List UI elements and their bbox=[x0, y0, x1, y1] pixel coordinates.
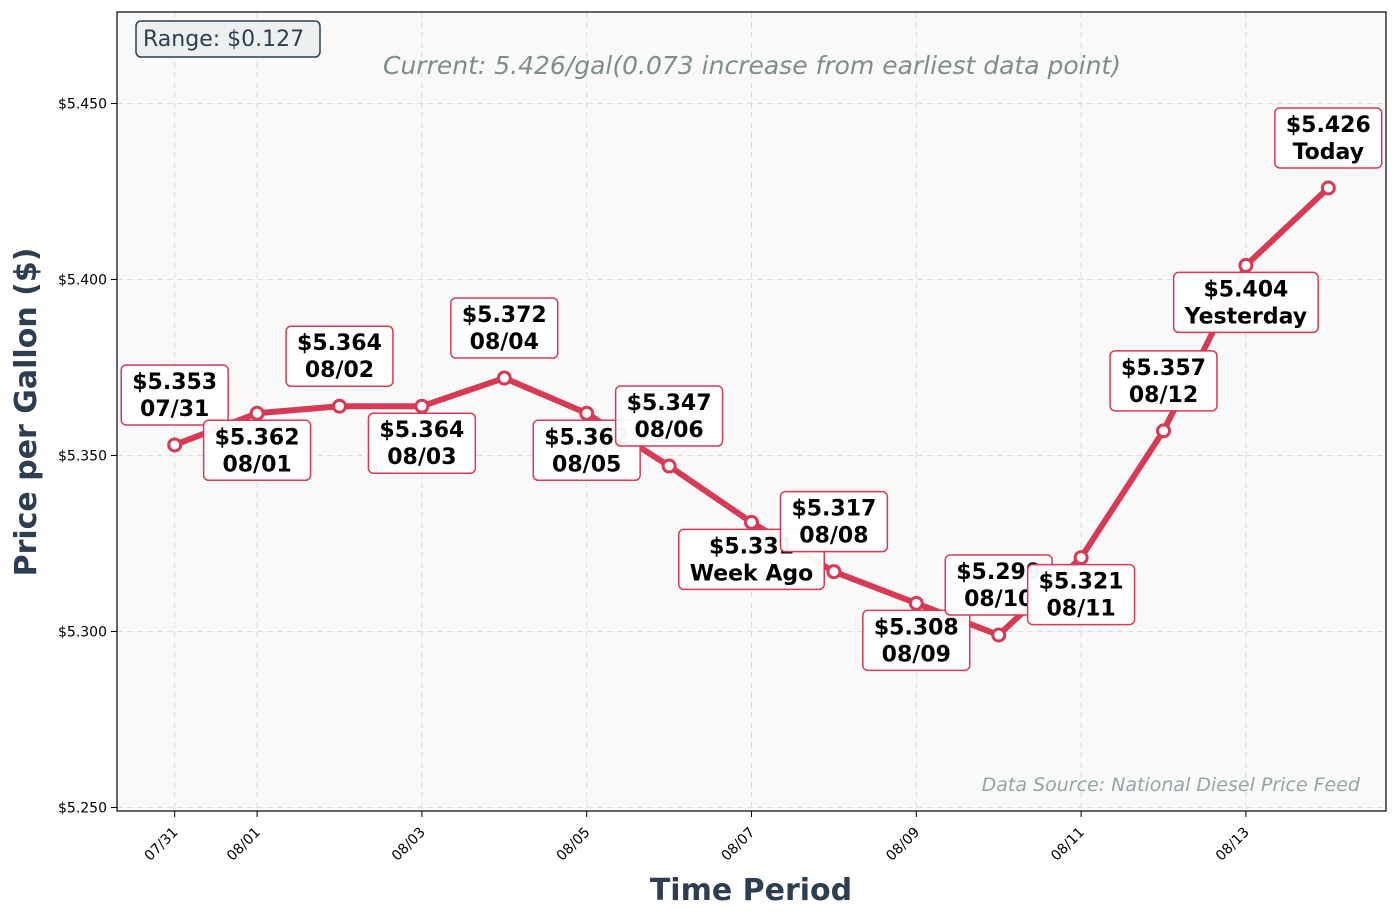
x-tick-label: 08/01 bbox=[224, 825, 264, 865]
annotation-box bbox=[532, 419, 641, 482]
annotation-price: $5.362 bbox=[215, 425, 300, 450]
annotation-label: 08/10 bbox=[964, 587, 1033, 612]
annotation-label: Yesterday bbox=[1184, 304, 1307, 329]
data-point bbox=[908, 595, 924, 611]
annotation-price: $5.364 bbox=[297, 331, 382, 356]
annotation-price: $5.308 bbox=[874, 615, 959, 640]
data-point bbox=[414, 398, 430, 414]
annotation-box bbox=[202, 419, 312, 482]
annotation-price: $5.317 bbox=[791, 497, 876, 522]
x-axis-ticks: 07/31 08/01 08/03 08/05 08/07 08/09 08/11 08/13 bbox=[142, 811, 1253, 864]
y-axis-ticks: $5.250 $5.300 $5.350 $5.400 $5.450 bbox=[58, 97, 117, 816]
annotation-label: Week Ago bbox=[690, 561, 814, 586]
annotation-price: $5.372 bbox=[462, 303, 547, 328]
annotation-label: Today bbox=[1293, 140, 1364, 165]
range-label: Range: $0.127 bbox=[143, 27, 304, 52]
annotation-price: $5.347 bbox=[627, 391, 712, 416]
data-point bbox=[579, 405, 595, 421]
data-point bbox=[991, 627, 1007, 643]
annotation-box bbox=[1274, 107, 1383, 169]
data-source-note: Data Source: National Diesel Price Feed bbox=[982, 774, 1361, 796]
grid-lines bbox=[117, 12, 1386, 811]
data-point bbox=[826, 564, 842, 580]
annotation-box bbox=[1109, 350, 1218, 412]
data-point bbox=[1156, 423, 1172, 439]
price-series bbox=[167, 180, 1336, 643]
annotation-box bbox=[285, 325, 394, 387]
x-axis-title: Time Period bbox=[650, 873, 852, 908]
data-point bbox=[167, 437, 183, 453]
x-tick-label: 08/09 bbox=[883, 825, 923, 865]
x-tick-label: 08/07 bbox=[718, 825, 758, 865]
x-tick-label: 08/05 bbox=[554, 825, 594, 865]
annotation-box bbox=[862, 609, 971, 672]
annotation-label: 08/08 bbox=[799, 524, 868, 549]
annotation-label: 08/09 bbox=[882, 642, 951, 667]
annotation-price: $5.353 bbox=[132, 370, 217, 395]
point-annotations: $5.35307/31$5.36208/01$5.36408/02$5.3640… bbox=[120, 107, 1383, 672]
annotation-price: $5.357 bbox=[1121, 356, 1206, 381]
annotation-label: 08/06 bbox=[634, 418, 703, 443]
range-box: Range: $0.127 bbox=[135, 20, 321, 58]
annotation-box bbox=[367, 412, 477, 474]
data-point bbox=[1320, 180, 1336, 196]
annotation-label: 08/12 bbox=[1129, 383, 1198, 408]
data-point bbox=[744, 514, 759, 530]
annotation-label: 08/03 bbox=[387, 445, 456, 470]
y-tick-label: $5.350 bbox=[58, 448, 107, 464]
data-point bbox=[1238, 257, 1254, 273]
annotation-box bbox=[779, 490, 889, 553]
annotation-price: $5.364 bbox=[379, 418, 464, 443]
x-tick-label: 07/31 bbox=[142, 825, 182, 865]
y-tick-label: $5.300 bbox=[58, 624, 107, 640]
x-tick-label: 08/03 bbox=[389, 825, 429, 865]
annotation-label: 08/02 bbox=[305, 358, 374, 383]
y-tick-label: $5.400 bbox=[58, 273, 107, 289]
annotation-label: 08/01 bbox=[222, 452, 291, 477]
annotation-price: $5.321 bbox=[1039, 570, 1124, 595]
annotation-box bbox=[1172, 271, 1319, 334]
annotation-box bbox=[450, 297, 559, 359]
x-tick-label: 08/13 bbox=[1213, 825, 1253, 865]
annotation-box bbox=[120, 364, 229, 426]
annotation-label: 07/31 bbox=[140, 397, 209, 422]
annotation-price: $5.404 bbox=[1203, 277, 1288, 302]
annotation-label: 08/05 bbox=[552, 452, 621, 477]
y-tick-label: $5.450 bbox=[58, 97, 107, 113]
y-tick-label: $5.250 bbox=[58, 800, 107, 816]
chart-subtitle: Current: 5.426/gal(0.073 increase from e… bbox=[383, 51, 1121, 80]
y-axis-title: Price per Gallon ($) bbox=[9, 248, 44, 577]
annotation-label: 08/11 bbox=[1046, 597, 1115, 622]
data-point bbox=[496, 370, 512, 386]
annotation-box bbox=[614, 385, 724, 447]
data-point bbox=[661, 458, 677, 474]
data-point bbox=[249, 405, 265, 421]
data-point bbox=[1073, 550, 1089, 566]
x-tick-label: 08/11 bbox=[1048, 825, 1088, 865]
annotation-box bbox=[1026, 563, 1136, 626]
annotation-label: 08/04 bbox=[470, 330, 539, 355]
data-point bbox=[331, 398, 347, 414]
annotation-price: $5.426 bbox=[1286, 113, 1371, 138]
